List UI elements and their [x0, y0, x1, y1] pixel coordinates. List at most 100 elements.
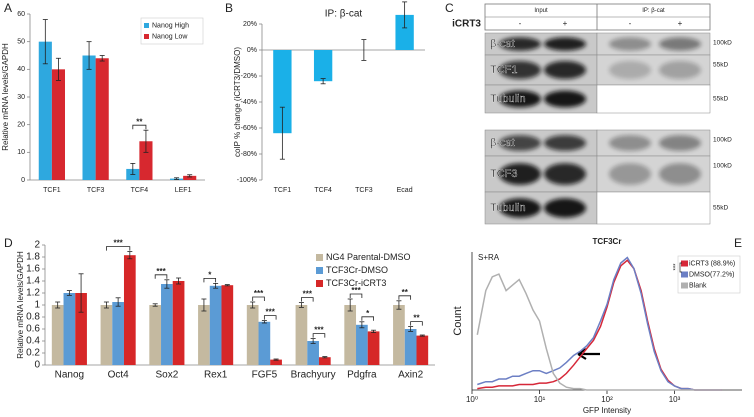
- annotation: *: [208, 271, 212, 280]
- blot-band: [609, 163, 651, 185]
- panel-label: E: [734, 236, 742, 250]
- error-bar: [174, 177, 180, 180]
- error-bar: [273, 358, 279, 361]
- x-tick-label: TCF3: [87, 187, 105, 194]
- blot-band: [499, 61, 541, 79]
- legend-label: Nanog Low: [152, 33, 188, 40]
- row-label: β-cat: [490, 38, 515, 50]
- error-bar: [408, 326, 414, 332]
- bar: [123, 255, 136, 365]
- y-tick-label: 1.2: [26, 288, 40, 299]
- blot-band: [544, 163, 586, 185]
- y-tick-label: -40%: [241, 99, 257, 106]
- blot-band: [499, 90, 541, 108]
- bar: [100, 305, 113, 365]
- x-tick-label: TCF3: [355, 187, 373, 194]
- error-bar: [347, 298, 353, 312]
- error-bar: [86, 41, 92, 70]
- panel-label: A: [4, 1, 12, 15]
- blot-band: [659, 163, 701, 185]
- row-label: β-cat: [490, 137, 515, 149]
- x-tick-label: 10³: [669, 395, 681, 404]
- size-marker: 55kD: [713, 96, 728, 103]
- error-bar: [66, 290, 72, 296]
- annotation: ***: [351, 286, 361, 295]
- annotation: ***: [303, 290, 313, 299]
- bar: [63, 293, 76, 365]
- y-axis-label: coIP % change (iCRT3/DMSO): [233, 47, 242, 157]
- significance-bracket: [398, 295, 412, 300]
- error-bar: [320, 78, 326, 85]
- bar: [270, 359, 282, 365]
- x-tick-label: Nanog: [55, 370, 84, 381]
- error-bar: [99, 55, 105, 62]
- error-bar: [279, 106, 285, 160]
- annotation: **: [136, 117, 143, 126]
- row-label: Tubulin: [490, 93, 526, 105]
- lane-label: -: [629, 19, 632, 28]
- legend-label: NG4 Parental-DMSO: [326, 252, 411, 262]
- legend-label: iCRT3 (88.9%): [689, 260, 735, 267]
- y-tick-label: 0: [34, 360, 40, 371]
- annotation: *: [366, 309, 370, 318]
- bar: [395, 14, 414, 50]
- lane-label: +: [563, 19, 568, 28]
- legend-swatch: [144, 23, 149, 28]
- y-tick-label: 1.6: [26, 264, 40, 275]
- error-bar: [143, 129, 149, 153]
- histogram-line: [477, 259, 722, 391]
- row-label: TCF1: [490, 64, 518, 76]
- error-bar: [42, 19, 48, 65]
- error-bar: [152, 303, 158, 307]
- y-tick-label: 50: [17, 39, 25, 46]
- legend-swatch: [316, 254, 323, 261]
- legend-label: TCF3Cr-DMSO: [326, 265, 388, 275]
- bar: [404, 329, 417, 365]
- error-bar: [396, 300, 402, 310]
- chart-title: IP: β-cat: [325, 9, 363, 20]
- significance-bracket: [361, 316, 374, 321]
- bar: [139, 141, 153, 180]
- y-axis-label: Relative mRNA levels/GAPDH: [16, 251, 25, 359]
- significance-bracket: [349, 293, 363, 298]
- blot-band: [659, 135, 701, 151]
- bar: [112, 302, 124, 365]
- bar: [149, 305, 162, 365]
- bar: [393, 305, 405, 365]
- bar: [172, 281, 185, 365]
- y-axis-label: Count: [452, 306, 464, 335]
- error-bar: [361, 39, 367, 61]
- x-tick-label: 10⁰: [466, 395, 478, 404]
- legend-label: TCF3Cr-iCRT3: [326, 278, 386, 288]
- x-axis-label: GFP Intensity: [583, 406, 631, 415]
- blot-band: [499, 135, 541, 151]
- error-bar: [115, 297, 121, 307]
- annotation: ***: [113, 239, 123, 248]
- significance-bracket: [301, 297, 314, 302]
- legend-label: Nanog High: [152, 22, 189, 29]
- annotation: ***: [314, 326, 324, 335]
- x-tick-label: TCF4: [314, 187, 332, 194]
- annotation: **: [413, 314, 420, 323]
- y-tick-label: 10: [17, 149, 25, 156]
- legend-swatch: [316, 280, 323, 287]
- legend-swatch: [316, 267, 323, 274]
- panel-label: D: [4, 236, 13, 250]
- panel-label: B: [225, 1, 233, 15]
- y-tick-label: 2: [34, 240, 40, 251]
- bar: [82, 55, 96, 180]
- annotation: ***: [156, 267, 166, 276]
- error-bar: [201, 298, 207, 312]
- bar: [51, 305, 64, 365]
- legend-swatch: [681, 271, 688, 278]
- error-bar: [78, 273, 84, 313]
- lane-label: +: [678, 19, 683, 28]
- legend-label: DMSO(77.2%): [689, 271, 735, 278]
- significance-bracket: [203, 278, 217, 283]
- x-tick-label: Rex1: [204, 370, 228, 381]
- y-tick-label: 20: [17, 122, 25, 129]
- y-tick-label: 0.6: [26, 324, 40, 335]
- lane-label: -: [519, 19, 522, 28]
- bar: [356, 324, 368, 365]
- bar: [313, 50, 333, 82]
